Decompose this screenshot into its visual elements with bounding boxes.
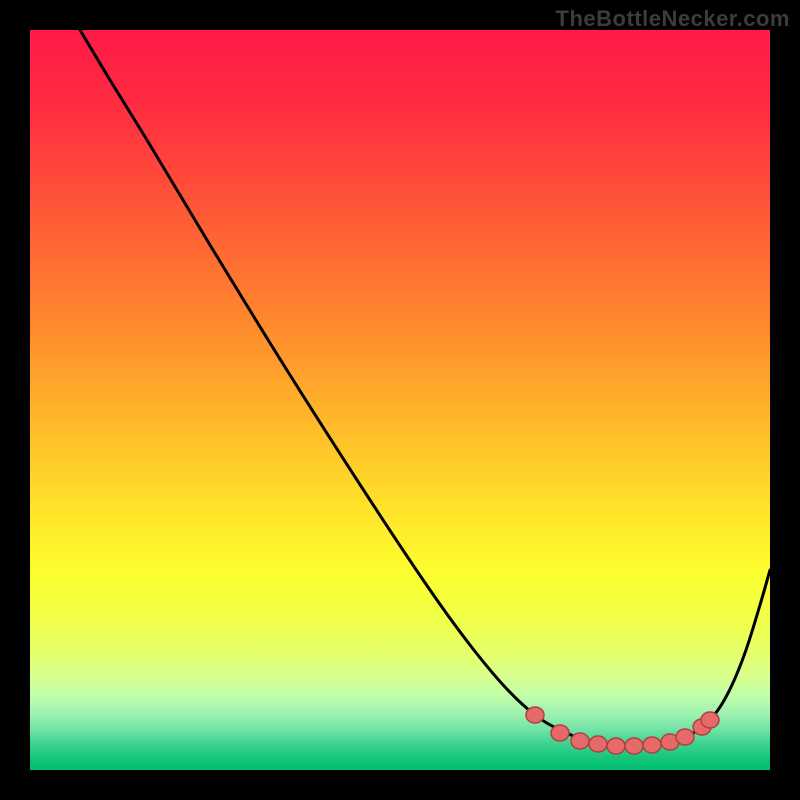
data-dot — [571, 733, 589, 749]
watermark-text: TheBottleNecker.com — [556, 6, 790, 32]
data-dot — [676, 729, 694, 745]
data-dot — [625, 738, 643, 754]
plot-area — [30, 30, 770, 770]
dot-group — [526, 707, 719, 754]
data-dot — [701, 712, 719, 728]
data-dot — [551, 725, 569, 741]
chart-frame: TheBottleNecker.com — [0, 0, 800, 800]
data-dot — [643, 737, 661, 753]
curve-layer — [30, 30, 770, 770]
data-dot — [589, 736, 607, 752]
data-dot — [526, 707, 544, 723]
bottleneck-curve — [80, 30, 770, 746]
data-dot — [607, 738, 625, 754]
